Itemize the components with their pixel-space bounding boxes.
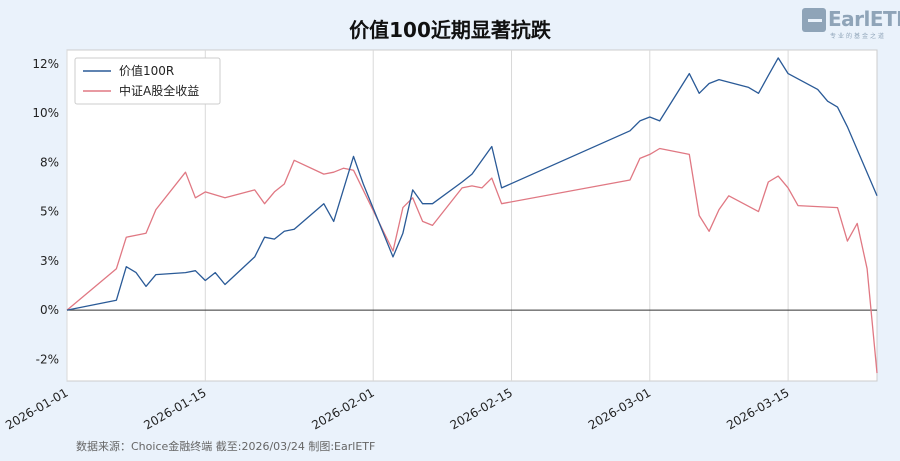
x-tick-label: 2026-03-15 [724,385,791,432]
logo-text: EarlETF [828,7,900,31]
legend-box [74,57,221,105]
logo-subtitle: 专业的基金之道 [830,33,887,40]
x-tick-label: 2026-02-15 [448,385,515,432]
series-line-value100r [66,57,878,311]
y-tick-label: 3% [40,254,59,268]
y-tick-label: 8% [40,155,59,169]
series-line-csi-a-total-return [66,147,878,374]
x-tick-label: 2026-01-15 [141,385,208,432]
y-tick-label: 5% [40,205,59,219]
x-tick-label: 2026-02-01 [309,385,376,432]
x-tick-label: 2026-01-01 [3,385,70,432]
x-tick-label: 2026-03-01 [586,385,653,432]
chart-title: 价值100近期显著抗跌 [349,18,551,42]
earletf-logo: EarlETF 专业的基金之道 [802,6,900,40]
y-tick-label: 10% [32,106,59,120]
y-tick-label: 0% [40,303,59,317]
logo-badge-icon [802,8,826,32]
legend-label: 中证A股全收益 [119,83,199,98]
y-tick-label: 12% [32,57,59,71]
source-note: 数据来源：Choice金融终端 截至:2026/03/24 制图:EarlETF [76,440,376,453]
y-tick-label: -2% [36,352,59,366]
plot-area [66,49,878,382]
legend-label: 价值100R [119,63,174,78]
